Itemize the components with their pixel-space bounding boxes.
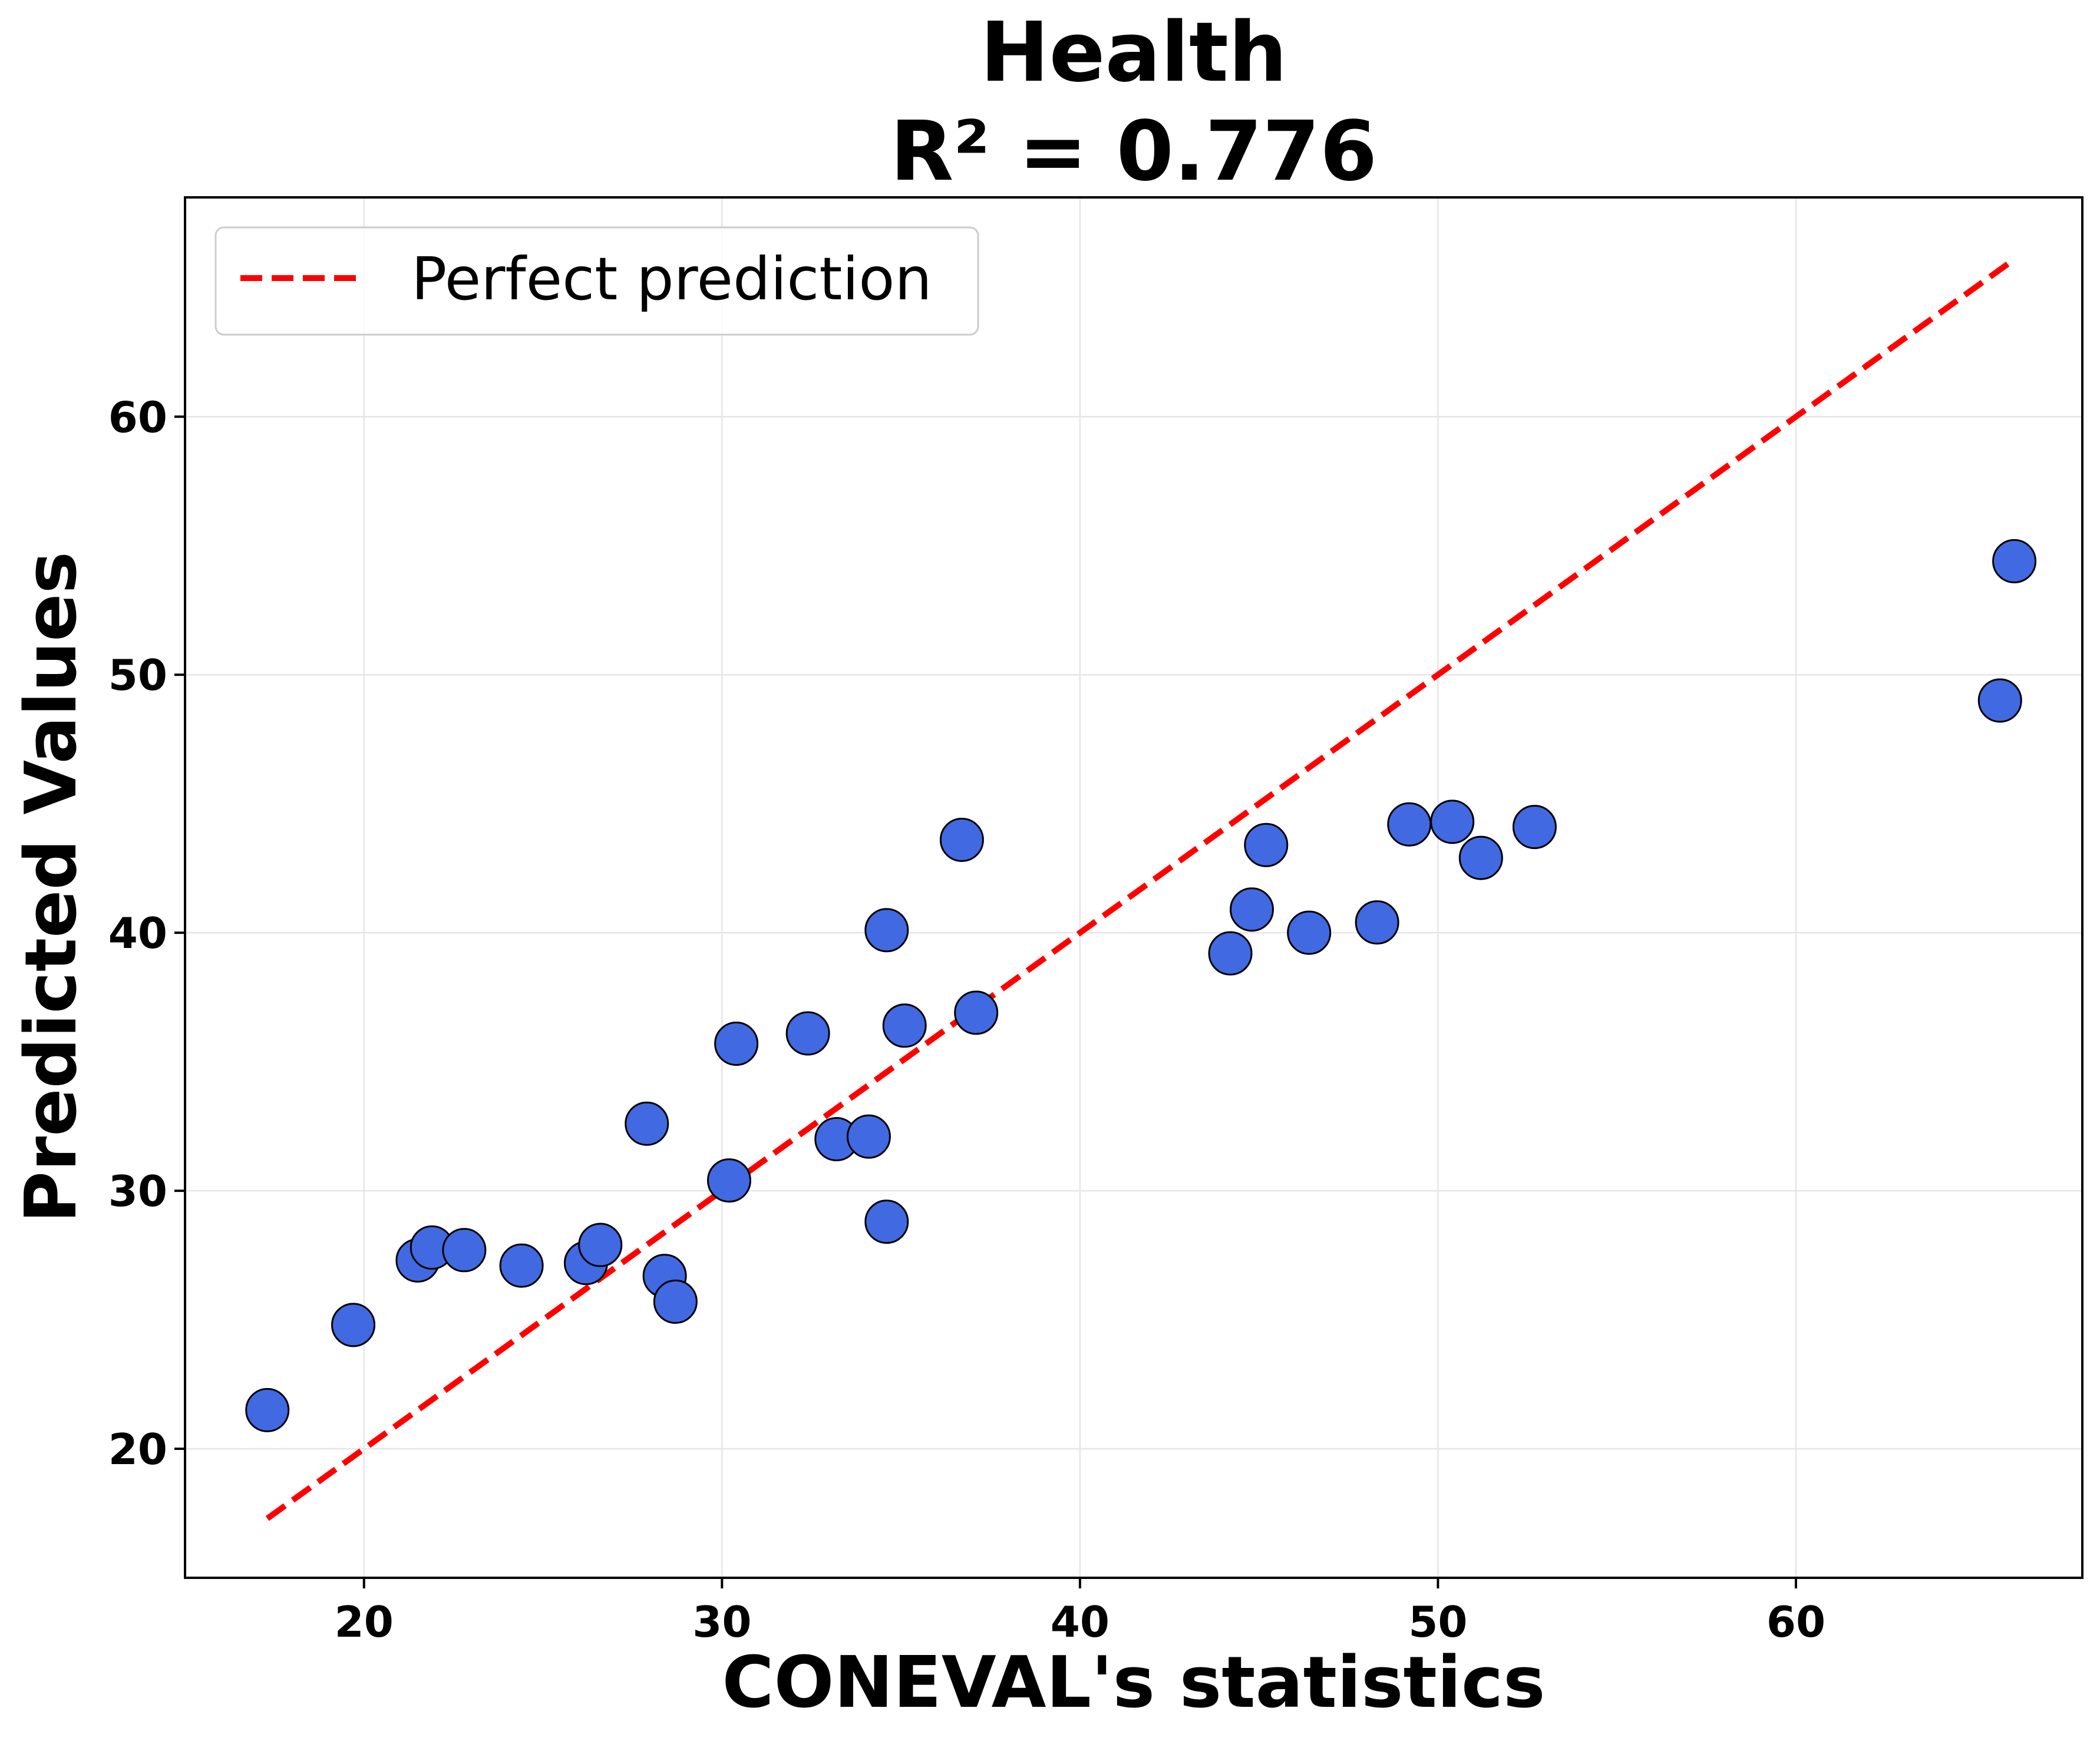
data-point	[1287, 910, 1332, 955]
chart-subtitle: R² = 0.776	[890, 104, 1378, 200]
y-tick-label: 50	[108, 650, 167, 700]
legend-box	[214, 226, 979, 336]
legend: Perfect prediction	[214, 226, 979, 336]
data-point	[1208, 931, 1253, 976]
x-tick-label: 20	[335, 1597, 394, 1647]
data-point	[331, 1303, 376, 1347]
data-point	[939, 817, 984, 862]
x-tick-label: 40	[1051, 1597, 1110, 1647]
data-point	[846, 1114, 891, 1159]
data-point	[1458, 835, 1503, 880]
y-tick-label: 40	[108, 909, 167, 958]
y-tick-label: 30	[108, 1167, 167, 1216]
data-point	[499, 1243, 544, 1288]
data-point	[653, 1279, 698, 1324]
data-point	[1355, 900, 1399, 945]
data-point	[864, 1200, 909, 1244]
data-point	[785, 1011, 830, 1056]
data-point	[1229, 887, 1274, 932]
data-point	[1977, 678, 2022, 723]
data-point	[714, 1021, 759, 1066]
plot-area	[184, 196, 2084, 1579]
data-point	[706, 1158, 751, 1203]
data-point	[1992, 539, 2037, 584]
perfect-prediction-line	[265, 257, 2016, 1521]
data-point	[882, 1003, 927, 1048]
x-axis-label: CONEVAL's statistics	[722, 1642, 1545, 1724]
chart-title: Health	[980, 5, 1287, 101]
data-point	[1387, 802, 1432, 847]
y-tick-label: 60	[108, 392, 167, 442]
y-tick-label: 20	[108, 1425, 167, 1474]
x-tick-label: 60	[1766, 1597, 1825, 1647]
data-point	[625, 1101, 669, 1146]
data-points	[245, 539, 2037, 1432]
data-point	[578, 1223, 623, 1267]
data-point	[1512, 805, 1557, 850]
grid-lines	[185, 197, 2082, 1578]
data-point	[245, 1387, 290, 1432]
data-point	[864, 908, 909, 953]
data-point	[1430, 800, 1475, 844]
perfect-prediction-line-layer	[265, 257, 2016, 1521]
x-tick-label: 50	[1408, 1597, 1467, 1647]
x-tick-label: 30	[692, 1597, 751, 1647]
y-axis-label: Predicted Values	[11, 551, 93, 1223]
data-point	[1244, 822, 1289, 867]
data-point	[954, 990, 999, 1035]
data-point	[442, 1228, 487, 1273]
legend-label-perfect-prediction: Perfect prediction	[411, 245, 932, 313]
axis-ticks: 20 30 40 50 60 20 30 40 50 60	[108, 392, 1825, 1647]
